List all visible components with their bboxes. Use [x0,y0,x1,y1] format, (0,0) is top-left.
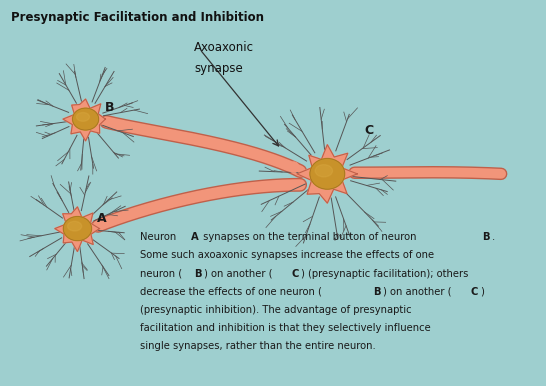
Text: C: C [292,269,299,279]
Text: B: B [105,101,114,114]
Text: Presynaptic Facilitation and Inhibition: Presynaptic Facilitation and Inhibition [11,11,264,24]
Text: A: A [191,232,198,242]
Circle shape [288,162,299,173]
Ellipse shape [315,165,333,177]
Text: single synapses, rather than the entire neuron.: single synapses, rather than the entire … [140,341,376,351]
Text: decrease the effects of one neuron (: decrease the effects of one neuron ( [140,287,322,296]
Text: Neuron: Neuron [140,232,179,242]
Text: ): ) [480,287,484,296]
Text: neuron (: neuron ( [140,269,182,279]
Text: Some such axoaxonic synapses increase the effects of one: Some such axoaxonic synapses increase th… [140,251,434,261]
Text: B: B [194,269,201,279]
Ellipse shape [68,221,82,231]
Text: ) on another (: ) on another ( [204,269,272,279]
Text: Axoaxonic: Axoaxonic [194,41,254,54]
Text: facilitation and inhibition is that they selectively influence: facilitation and inhibition is that they… [140,323,431,333]
Polygon shape [297,145,357,203]
Ellipse shape [63,217,92,240]
Text: ) on another (: ) on another ( [383,287,452,296]
Text: synapses on the terminal button of neuron: synapses on the terminal button of neuro… [200,232,420,242]
Text: .: . [492,232,495,242]
Ellipse shape [76,113,90,121]
Polygon shape [55,207,99,252]
Polygon shape [63,99,105,141]
Text: A: A [97,212,106,225]
Text: synapse: synapse [194,62,243,74]
Text: B: B [373,287,381,296]
Ellipse shape [73,108,99,130]
Text: B: B [482,232,490,242]
Text: (presynaptic inhibition). The advantage of presynaptic: (presynaptic inhibition). The advantage … [140,305,412,315]
Text: ) (presynaptic facilitation); others: ) (presynaptic facilitation); others [301,269,468,279]
Text: C: C [364,124,373,137]
Text: C: C [471,287,478,296]
Ellipse shape [310,159,345,189]
